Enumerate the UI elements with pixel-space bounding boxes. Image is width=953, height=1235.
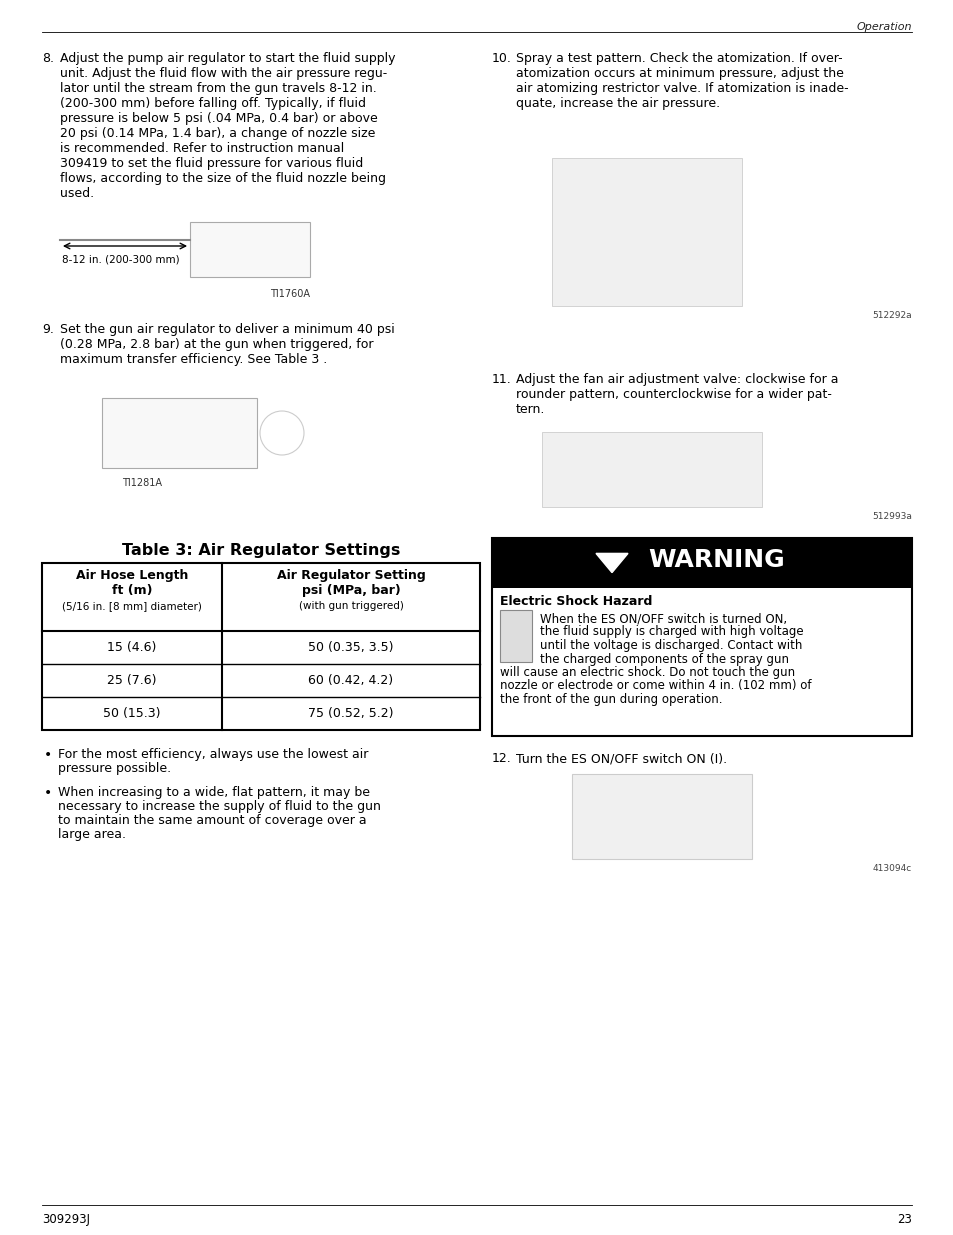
Text: •: • <box>44 748 52 762</box>
Bar <box>499 610 532 662</box>
Text: 10.: 10. <box>492 52 512 65</box>
Text: 512993a: 512993a <box>871 513 911 521</box>
Text: 50 (0.35, 3.5): 50 (0.35, 3.5) <box>308 641 394 655</box>
Text: TI1281A: TI1281A <box>122 478 162 488</box>
Text: until the voltage is discharged. Contact with: until the voltage is discharged. Contact… <box>539 638 801 652</box>
Bar <box>492 588 911 736</box>
Bar <box>492 538 911 736</box>
Text: When the ES ON/OFF switch is turned ON,: When the ES ON/OFF switch is turned ON, <box>539 613 786 625</box>
Bar <box>552 158 741 306</box>
Text: Electric Shock Hazard: Electric Shock Hazard <box>499 595 652 608</box>
Text: 309293J: 309293J <box>42 1213 90 1226</box>
Text: to maintain the same amount of coverage over a: to maintain the same amount of coverage … <box>58 814 366 827</box>
Text: 25 (7.6): 25 (7.6) <box>107 674 156 687</box>
Text: nozzle or electrode or come within 4 in. (102 mm) of: nozzle or electrode or come within 4 in.… <box>499 679 811 693</box>
Text: For the most efficiency, always use the lowest air: For the most efficiency, always use the … <box>58 748 368 761</box>
Text: 8.: 8. <box>42 52 54 65</box>
Text: •: • <box>44 785 52 800</box>
Polygon shape <box>572 178 731 296</box>
Text: large area.: large area. <box>58 827 126 841</box>
Text: Air Hose Length: Air Hose Length <box>75 569 188 582</box>
Text: will cause an electric shock. Do not touch the gun: will cause an electric shock. Do not tou… <box>499 666 794 679</box>
Text: When increasing to a wide, flat pattern, it may be: When increasing to a wide, flat pattern,… <box>58 785 370 799</box>
Bar <box>541 432 761 508</box>
Circle shape <box>668 441 724 496</box>
Bar <box>492 538 911 588</box>
Text: !: ! <box>608 557 615 571</box>
Text: WARNING: WARNING <box>648 548 784 572</box>
Text: Air Regulator Setting: Air Regulator Setting <box>276 569 425 582</box>
Text: the fluid supply is charged with high voltage: the fluid supply is charged with high vo… <box>539 625 802 638</box>
Bar <box>42 563 479 730</box>
Text: 9.: 9. <box>42 324 53 336</box>
Text: the front of the gun during operation.: the front of the gun during operation. <box>499 693 721 706</box>
Bar <box>190 222 310 277</box>
Text: 512292a: 512292a <box>871 311 911 320</box>
Text: Spray a test pattern. Check the atomization. If over-
atomization occurs at mini: Spray a test pattern. Check the atomizat… <box>516 52 848 110</box>
Text: (with gun triggered): (with gun triggered) <box>298 601 403 611</box>
Text: pressure possible.: pressure possible. <box>58 762 171 776</box>
Text: 50 (15.3): 50 (15.3) <box>103 706 161 720</box>
Text: 75 (0.52, 5.2): 75 (0.52, 5.2) <box>308 706 394 720</box>
Text: 413094c: 413094c <box>872 864 911 873</box>
Bar <box>102 398 256 468</box>
Text: 15 (4.6): 15 (4.6) <box>107 641 156 655</box>
Text: Adjust the fan air adjustment valve: clockwise for a
rounder pattern, counterclo: Adjust the fan air adjustment valve: clo… <box>516 373 838 416</box>
Text: 23: 23 <box>896 1213 911 1226</box>
Text: 8-12 in. (200-300 mm): 8-12 in. (200-300 mm) <box>62 254 179 264</box>
Text: necessary to increase the supply of fluid to the gun: necessary to increase the supply of flui… <box>58 800 380 813</box>
Text: psi (MPa, bar): psi (MPa, bar) <box>301 584 400 597</box>
Text: Turn the ES ON/OFF switch ON (I).: Turn the ES ON/OFF switch ON (I). <box>516 752 726 764</box>
Text: Adjust the pump air regulator to start the fluid supply
unit. Adjust the fluid f: Adjust the pump air regulator to start t… <box>60 52 395 200</box>
Text: 12.: 12. <box>492 752 511 764</box>
Text: 60 (0.42, 4.2): 60 (0.42, 4.2) <box>308 674 394 687</box>
Text: ft (m): ft (m) <box>112 584 152 597</box>
Text: Table 3: Air Regulator Settings: Table 3: Air Regulator Settings <box>122 543 399 558</box>
Bar <box>572 774 751 860</box>
Text: TI1760A: TI1760A <box>270 289 310 299</box>
Text: Operation: Operation <box>856 22 911 32</box>
Text: the charged components of the spray gun: the charged components of the spray gun <box>539 652 788 666</box>
Text: Set the gun air regulator to deliver a minimum 40 psi
(0.28 MPa, 2.8 bar) at the: Set the gun air regulator to deliver a m… <box>60 324 395 366</box>
Text: (5/16 in. [8 mm] diameter): (5/16 in. [8 mm] diameter) <box>62 601 202 611</box>
Polygon shape <box>596 553 627 573</box>
Circle shape <box>568 441 624 496</box>
Text: 11.: 11. <box>492 373 511 387</box>
